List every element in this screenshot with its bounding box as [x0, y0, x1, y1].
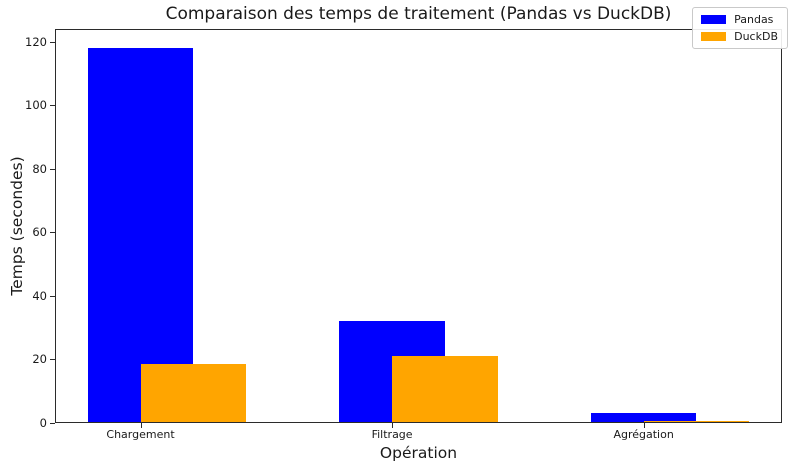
y-tick-mark [50, 295, 55, 297]
x-tick-mark [392, 423, 394, 428]
y-tick-mark [50, 41, 55, 43]
legend-swatch-duckdb [701, 32, 727, 41]
x-tick-mark [140, 423, 142, 428]
y-tick-label: 80 [32, 161, 47, 176]
y-tick-label: 40 [32, 288, 47, 303]
y-tick-mark [50, 105, 55, 107]
legend-label: Pandas [734, 13, 774, 26]
x-tick-mark [643, 423, 645, 428]
y-tick-label: 100 [25, 98, 47, 113]
y-tick-mark [50, 359, 55, 361]
bar-pandas-1 [87, 48, 194, 423]
y-tick-label: 20 [32, 352, 47, 367]
bar-duckdb-2 [392, 356, 498, 423]
y-tick-mark [50, 168, 55, 170]
x-tick-label: Filtrage [371, 428, 413, 441]
y-tick-label: 60 [32, 225, 47, 240]
y-tick-label: 120 [25, 34, 47, 49]
bar-duckdb-3 [643, 421, 750, 423]
chart-title: Comparaison des temps de traitement (Pan… [165, 4, 672, 24]
legend-swatch-pandas [701, 15, 727, 24]
y-tick-mark [50, 232, 55, 234]
bar-duckdb-1 [140, 364, 247, 423]
legend-label: DuckDB [734, 30, 778, 43]
bar-pandas-3 [590, 413, 697, 423]
x-tick-label: Chargement [106, 428, 175, 441]
legend: Pandas DuckDB [692, 7, 788, 49]
legend-entry-duckdb: DuckDB [701, 30, 778, 43]
x-axis-label: Opération [379, 444, 458, 462]
y-tick-label: 0 [39, 416, 47, 430]
x-tick-label: Agrégation [613, 428, 674, 441]
legend-entry-pandas: Pandas [701, 13, 778, 26]
y-tick-mark [50, 423, 55, 424]
